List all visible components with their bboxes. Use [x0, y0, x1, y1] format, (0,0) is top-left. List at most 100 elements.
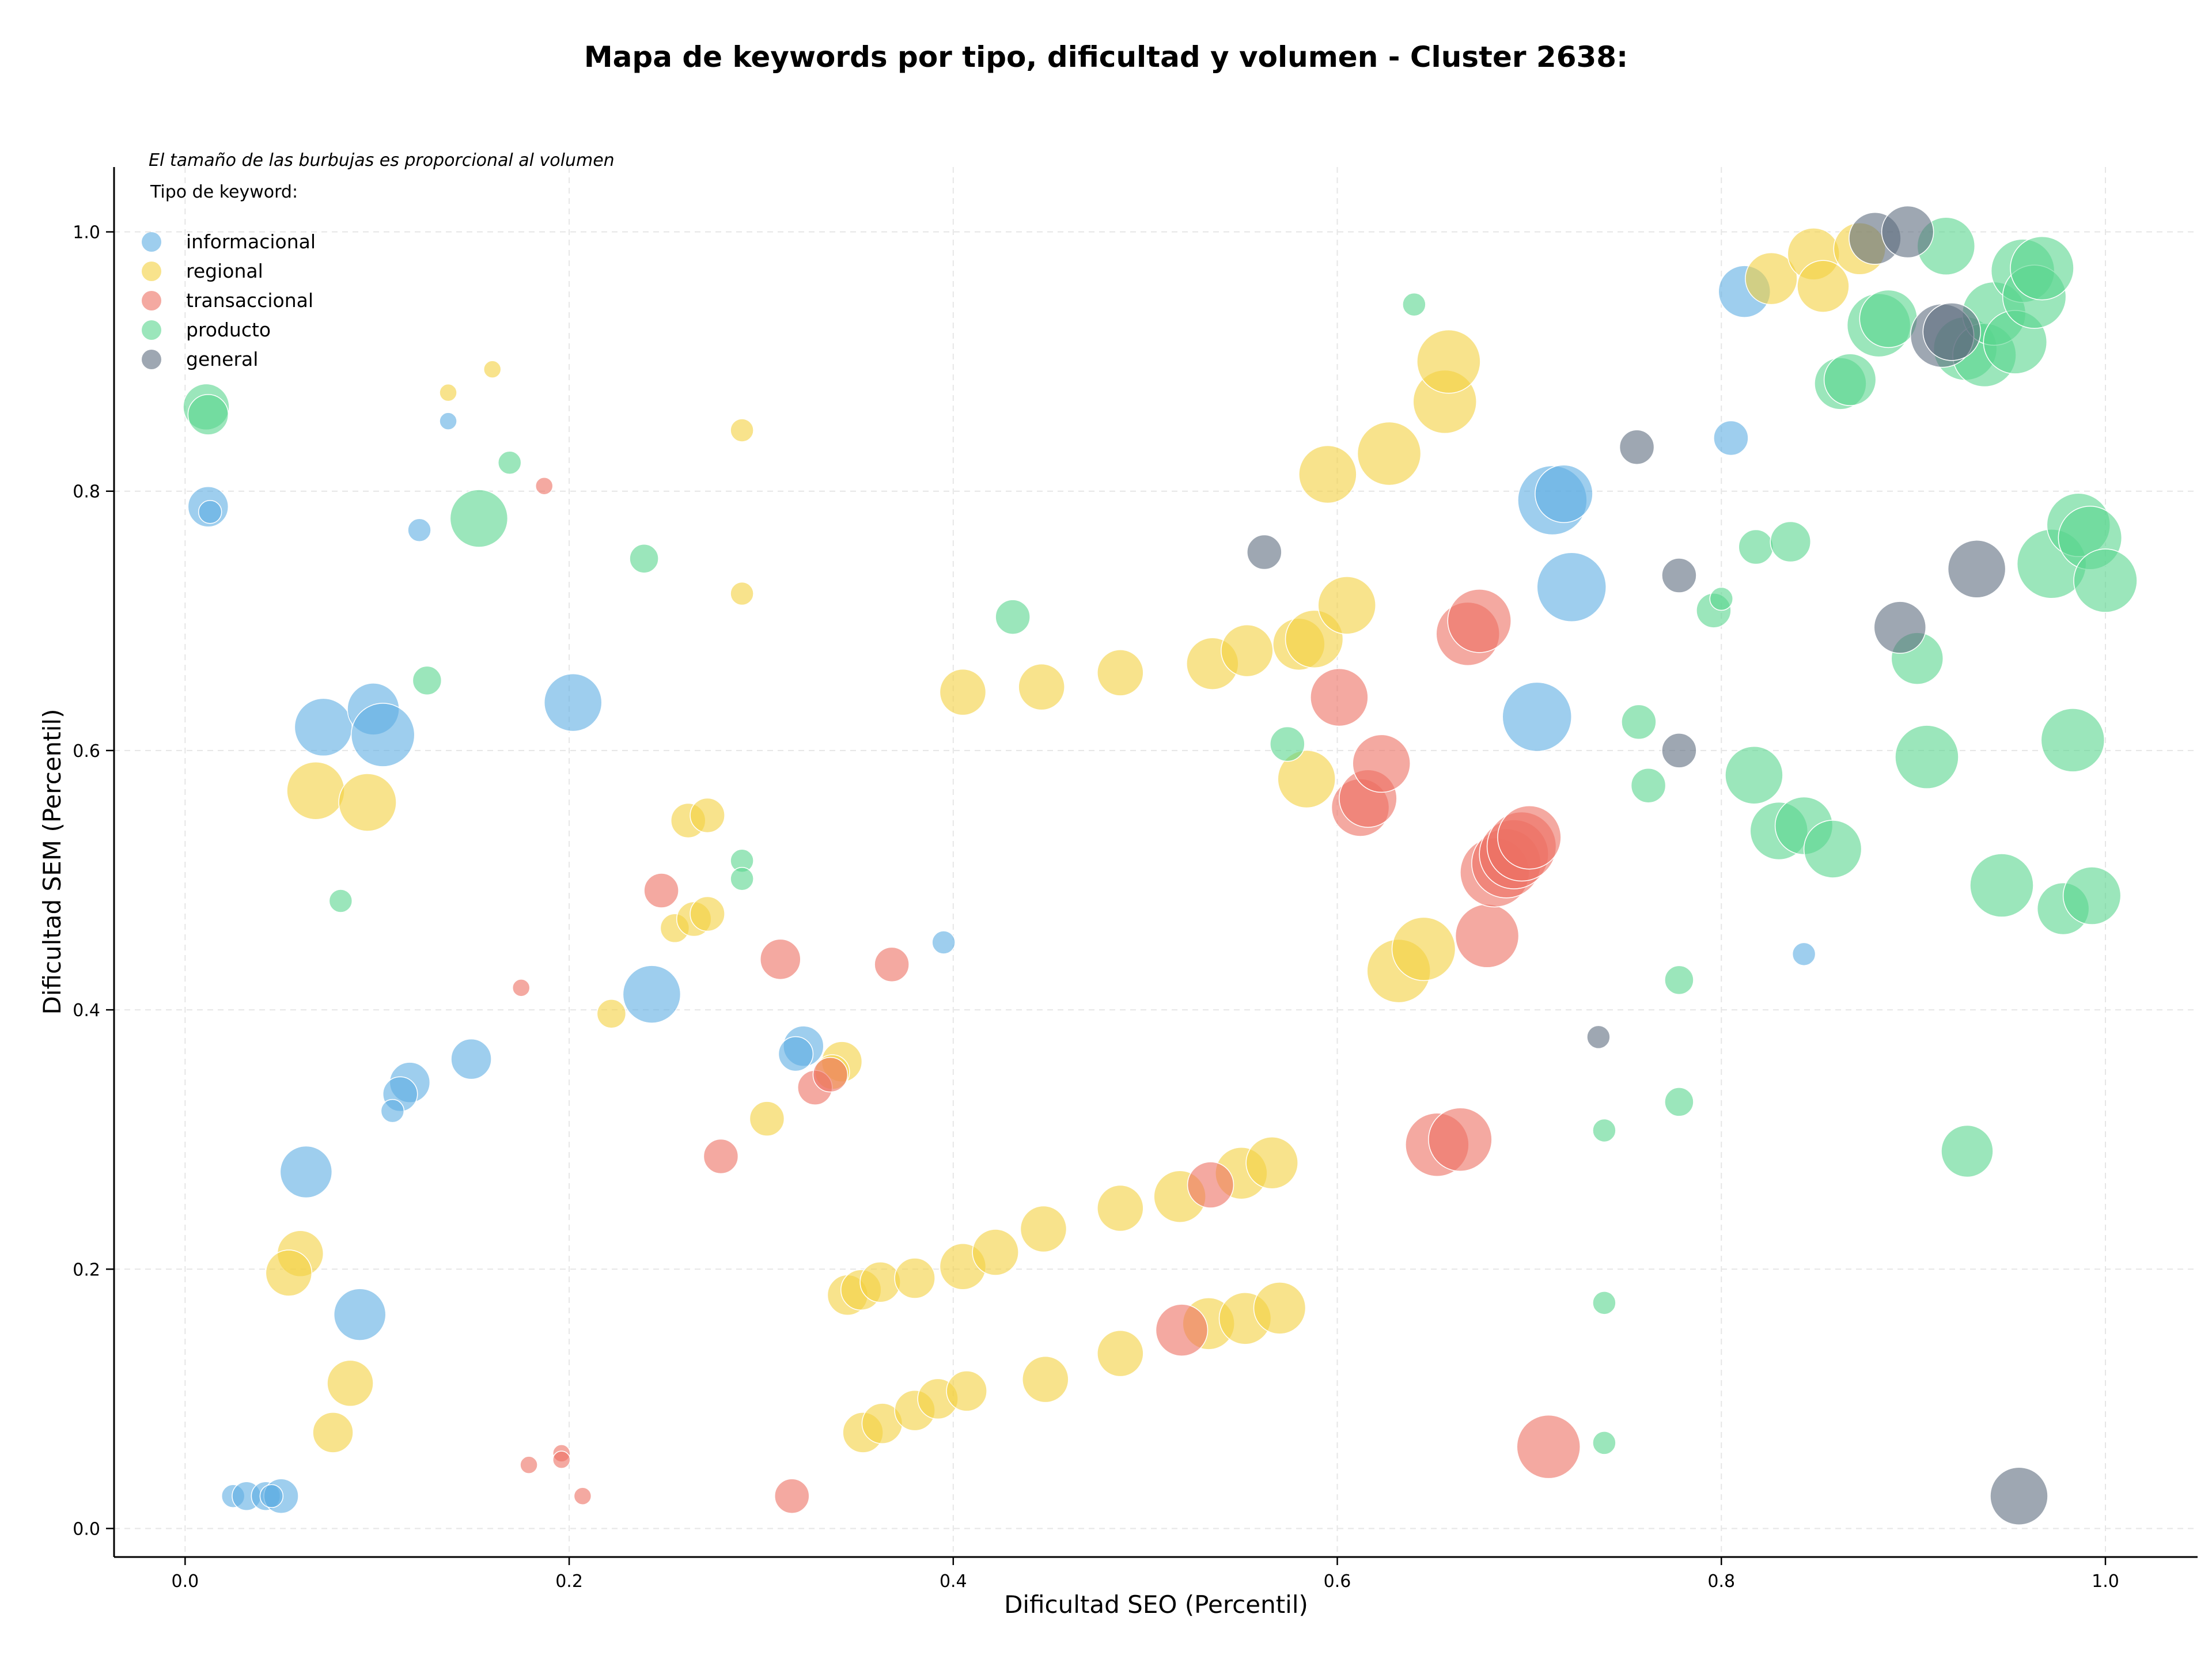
- bubble-producto: [1941, 1124, 1994, 1178]
- bubble-producto: [1630, 767, 1666, 804]
- bubble-regional: [1745, 252, 1798, 305]
- bubble-regional: [1298, 445, 1357, 504]
- series-producto: [183, 217, 2138, 1455]
- bubble-informacional: [439, 412, 457, 430]
- x-tick-label: 0.0: [171, 1571, 199, 1592]
- bubble-transaccional: [760, 938, 801, 980]
- bubble-transaccional: [1352, 734, 1411, 793]
- bubble-transaccional: [703, 1138, 739, 1175]
- bubble-regional: [1221, 624, 1274, 677]
- bubble-producto: [449, 489, 509, 548]
- bubble-regional: [1097, 1184, 1144, 1232]
- bubble-producto: [1770, 521, 1812, 563]
- bubble-general: [1873, 601, 1927, 654]
- legend-label-informacional: informacional: [186, 230, 316, 253]
- bubble-transaccional: [1516, 1414, 1581, 1479]
- series-regional: [265, 222, 1887, 1453]
- legend: Tipo de keyword: informacional regional tr…: [142, 182, 316, 370]
- chart-title: Mapa de keywords por tipo, dificultad y …: [584, 40, 1628, 74]
- bubble-producto: [1859, 289, 1918, 348]
- bubble-informacional: [350, 703, 415, 767]
- bubble-general: [1661, 733, 1697, 768]
- bubble-regional: [1022, 1355, 1069, 1403]
- bubble-producto: [497, 450, 522, 475]
- grid: [114, 167, 2198, 1557]
- bubble-general: [1619, 429, 1655, 465]
- bubble-informacional: [1791, 942, 1816, 967]
- y-tick-label: 0.6: [73, 741, 100, 762]
- bubble-producto: [187, 394, 229, 435]
- bubble-producto: [1402, 292, 1426, 317]
- bubble-producto: [328, 889, 353, 913]
- bubble-producto: [629, 544, 659, 574]
- bubbles: [183, 205, 2138, 1525]
- bubble-regional: [265, 1249, 313, 1297]
- bubble-producto: [2010, 236, 2074, 301]
- bubble-producto: [2073, 548, 2138, 613]
- bubble-transaccional: [1187, 1161, 1234, 1209]
- bubble-transaccional: [1310, 668, 1369, 727]
- bubble-informacional: [778, 1036, 814, 1072]
- bubble-regional: [312, 1412, 354, 1453]
- bubble-transaccional: [643, 873, 679, 908]
- bubble-transaccional: [1455, 904, 1520, 968]
- axes: [113, 167, 2198, 1558]
- subtitle-annotation: El tamaño de las burbujas es proporciona…: [149, 150, 615, 171]
- bubble-regional: [749, 1101, 785, 1137]
- y-tick-label: 0.0: [73, 1519, 100, 1539]
- bubble-regional: [1097, 649, 1144, 696]
- y-tick-label: 0.8: [73, 482, 100, 502]
- bubble-regional: [1245, 1136, 1298, 1190]
- y-tick-label: 0.4: [73, 1001, 100, 1021]
- bubble-producto: [1592, 1291, 1616, 1315]
- x-tick-label: 0.4: [940, 1571, 967, 1592]
- bubble-regional: [286, 761, 345, 820]
- bubble-producto: [1895, 725, 1959, 789]
- bubble-producto: [1664, 965, 1694, 995]
- bubble-regional: [946, 1370, 987, 1412]
- bubble-informacional: [1713, 420, 1749, 456]
- bubble-transaccional: [552, 1450, 571, 1469]
- legend-marker-informacional: [142, 232, 161, 252]
- bubble-producto: [995, 599, 1031, 635]
- bubble-informacional: [931, 930, 956, 954]
- bubble-transaccional: [1447, 589, 1512, 653]
- legend-label-general: general: [186, 348, 258, 370]
- bubble-regional: [690, 797, 725, 834]
- bubble-general: [1947, 540, 2006, 598]
- bubble-regional: [859, 1262, 901, 1303]
- bubble-regional: [730, 418, 754, 442]
- bubble-regional: [1097, 1329, 1144, 1377]
- bubble-general: [1661, 558, 1697, 593]
- bubble-regional: [1317, 576, 1376, 635]
- ticks: 0.0 0.2 0.4 0.6 0.8 1.0 0.0 0.2 0.4 0.6 0.8 1.0: [73, 223, 2119, 1592]
- legend-title: Tipo de keyword:: [150, 182, 298, 202]
- bubble-regional: [894, 1257, 935, 1299]
- legend-label-producto: producto: [186, 319, 271, 341]
- bubble-producto: [1709, 586, 1734, 611]
- bubble-producto: [730, 867, 754, 891]
- bubble-transaccional: [573, 1487, 592, 1505]
- bubble-producto: [1592, 1431, 1616, 1455]
- bubble-producto: [1969, 853, 2034, 918]
- bubble-transaccional: [512, 979, 531, 997]
- bubble-informacional: [198, 499, 222, 524]
- series-informacional: [187, 265, 1816, 1514]
- bubble-informacional: [279, 1145, 333, 1199]
- x-tick-label: 1.0: [2092, 1571, 2119, 1592]
- bubble-informacional: [1536, 552, 1607, 623]
- bubble-regional: [1020, 1205, 1067, 1253]
- bubble-producto: [1738, 529, 1774, 565]
- bubble-regional: [1391, 916, 1456, 982]
- bubble-transaccional: [1155, 1304, 1209, 1357]
- bubble-producto: [1592, 1118, 1616, 1143]
- bubble-general: [1586, 1025, 1611, 1050]
- bubble-producto: [1270, 726, 1305, 762]
- bubble-producto: [1823, 353, 1877, 406]
- bubble-transaccional: [774, 1478, 810, 1514]
- bubble-informacional: [543, 673, 603, 732]
- bubble-regional: [690, 896, 725, 932]
- bubble-producto: [1664, 1087, 1694, 1117]
- x-axis-label: Dificultad SEO (Percentil): [1004, 1590, 1308, 1619]
